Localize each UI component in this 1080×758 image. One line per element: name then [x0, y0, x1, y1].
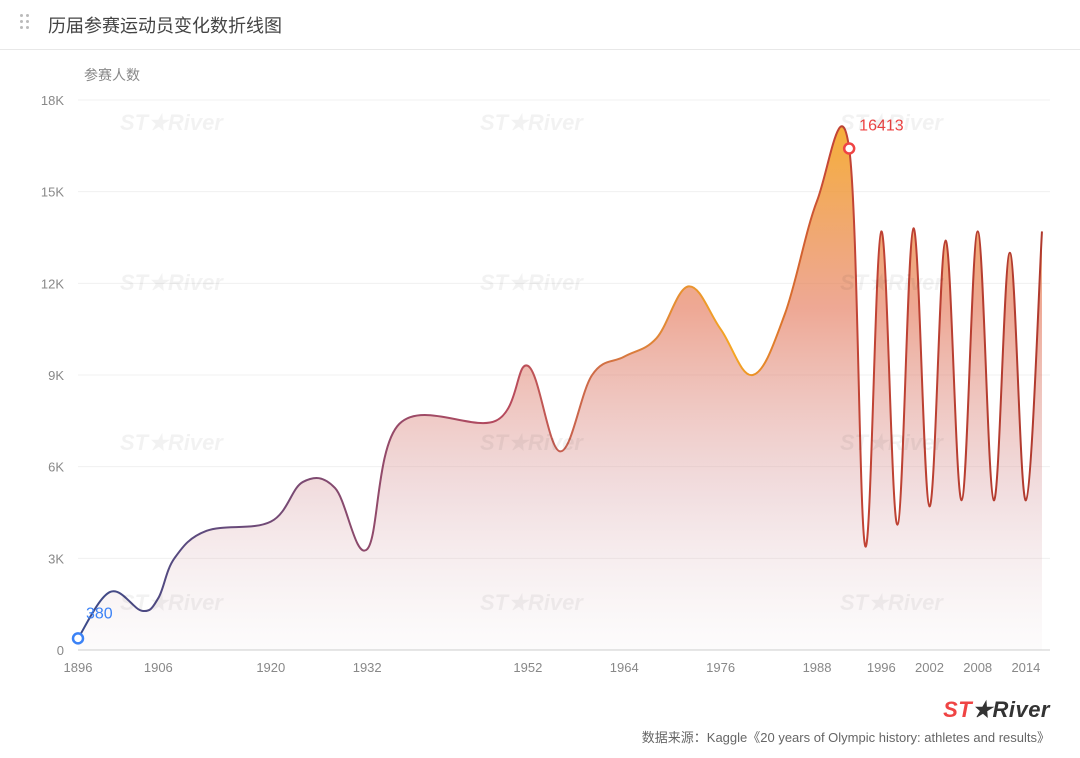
- svg-text:1996: 1996: [867, 660, 896, 675]
- svg-text:6K: 6K: [48, 460, 64, 475]
- header: 历届参赛运动员变化数折线图: [0, 0, 1080, 50]
- svg-text:1988: 1988: [803, 660, 832, 675]
- svg-text:15K: 15K: [41, 185, 64, 200]
- svg-text:参赛人数: 参赛人数: [84, 67, 140, 83]
- star-icon: ★: [972, 697, 992, 722]
- svg-text:1932: 1932: [353, 660, 382, 675]
- svg-text:2014: 2014: [1011, 660, 1040, 675]
- svg-text:9K: 9K: [48, 368, 64, 383]
- drag-handle-icon[interactable]: [20, 14, 34, 36]
- chart-area: 0 3K 6K 9K 12K 15K 18K 参赛人数 1896 1906 1920 1932 1952…: [0, 50, 1080, 710]
- svg-text:12K: 12K: [41, 276, 64, 291]
- footer: ST★River 数据来源：Kaggle《20 years of Olympic…: [642, 697, 1050, 746]
- svg-text:1896: 1896: [64, 660, 93, 675]
- svg-text:16413: 16413: [859, 117, 904, 134]
- brand-prefix: ST: [943, 697, 972, 722]
- brand-logo: ST★River: [943, 697, 1050, 723]
- chart-container: 历届参赛运动员变化数折线图 0 3K 6K 9K 12K 15K 18K 参赛人数 1896 19…: [0, 0, 1080, 758]
- svg-text:1976: 1976: [706, 660, 735, 675]
- svg-text:2008: 2008: [963, 660, 992, 675]
- chart-title: 历届参赛运动员变化数折线图: [48, 12, 282, 38]
- svg-text:0: 0: [57, 643, 64, 658]
- svg-text:1920: 1920: [256, 660, 285, 675]
- svg-text:1906: 1906: [144, 660, 173, 675]
- data-source: 数据来源：Kaggle《20 years of Olympic history:…: [642, 727, 1050, 746]
- svg-text:2002: 2002: [915, 660, 944, 675]
- svg-text:18K: 18K: [41, 93, 64, 108]
- svg-text:3K: 3K: [48, 551, 64, 566]
- svg-text:380: 380: [86, 605, 113, 622]
- svg-text:1964: 1964: [610, 660, 639, 675]
- brand-suffix: River: [992, 697, 1050, 722]
- svg-text:1952: 1952: [513, 660, 542, 675]
